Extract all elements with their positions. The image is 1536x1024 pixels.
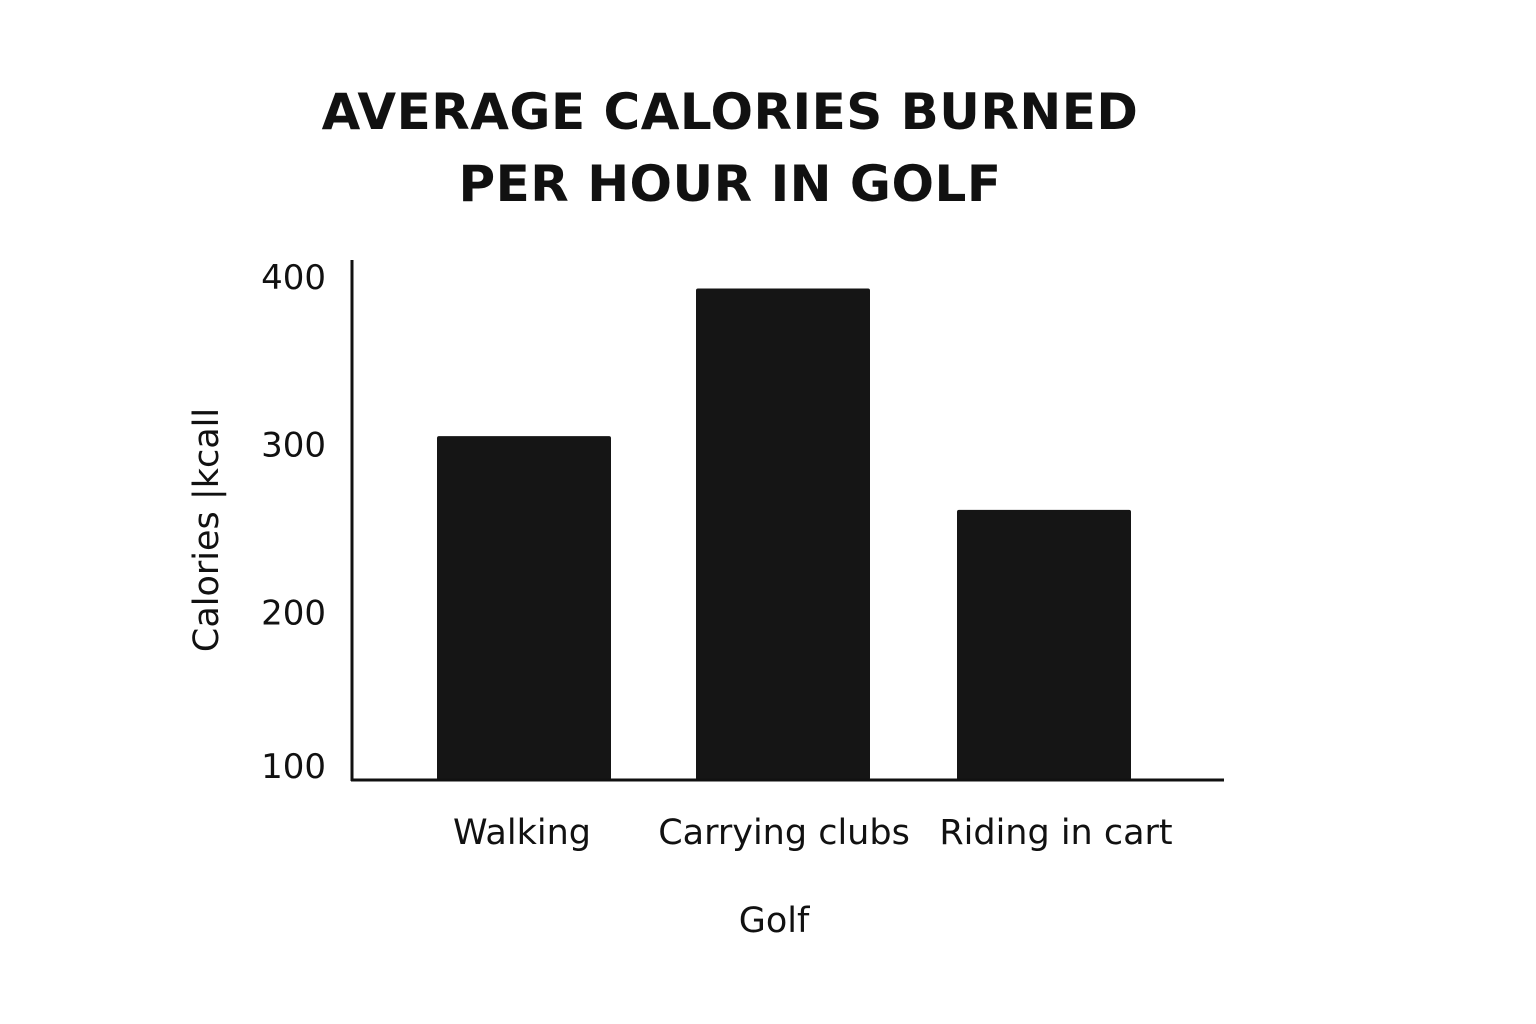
bar	[696, 288, 870, 780]
chart-title-line-2: PER HOUR IN GOLF	[458, 155, 1002, 213]
x-category-labels: Walking Carrying clubs Riding in cart	[453, 813, 1173, 853]
bar	[957, 509, 1131, 780]
x-axis-label: Golf	[739, 901, 810, 941]
y-tick-label: 100	[261, 747, 326, 787]
y-axis-label: Calories |kcall	[187, 408, 227, 652]
y-tick-label: 200	[261, 593, 326, 633]
chart-title-line-1: AVERAGE CALORIES BURNED	[321, 83, 1139, 141]
y-tick-label: 300	[261, 426, 326, 466]
bar	[437, 436, 611, 780]
bars-group	[437, 288, 1131, 780]
y-tick-labels: 100 200 300 400	[261, 258, 326, 787]
y-tick-label: 400	[261, 258, 326, 298]
x-category-label: Riding in cart	[939, 813, 1172, 853]
x-category-label: Walking	[453, 813, 591, 853]
x-category-label: Carrying clubs	[658, 813, 910, 853]
chart-title: AVERAGE CALORIES BURNED PER HOUR IN GOLF	[0, 76, 1460, 220]
